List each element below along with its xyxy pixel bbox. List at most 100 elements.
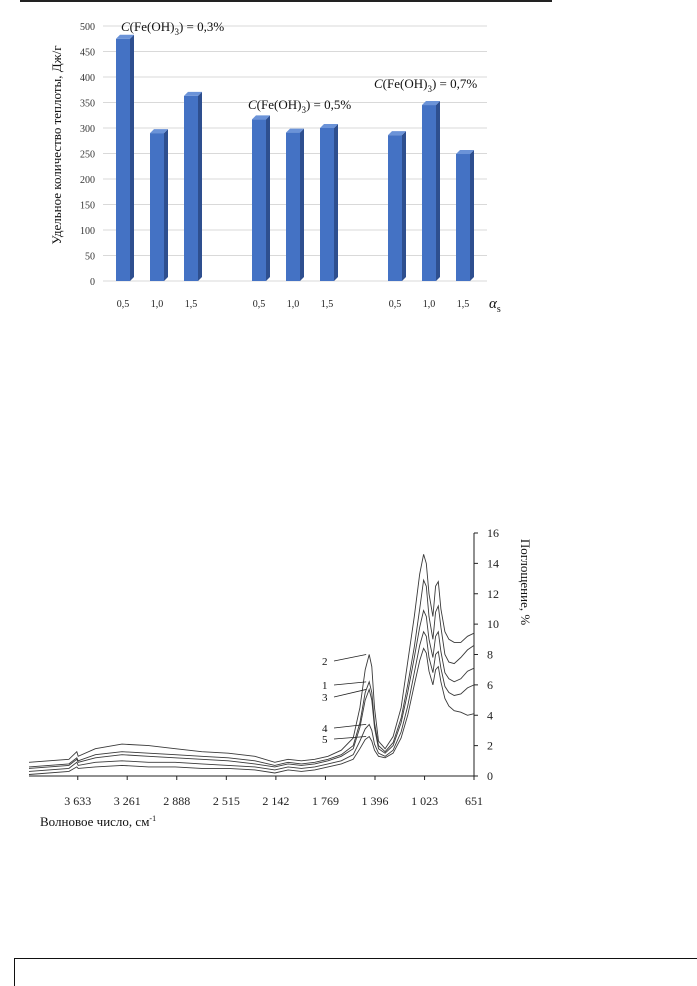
- bar-y-tick-label: 200: [80, 175, 95, 186]
- spectrum-curve-label: 5: [322, 734, 328, 746]
- bar-chart-bars: [116, 34, 474, 282]
- page-top-rule: [20, 0, 552, 2]
- bar: [184, 95, 198, 282]
- bar-x-tick-label: 1,5: [457, 299, 470, 310]
- spectrum-x-tick-label: 2 888: [163, 794, 190, 808]
- spectrum-lines: [28, 554, 475, 775]
- spectrum-line-1: [28, 578, 475, 768]
- bar-y-tick-label: 400: [80, 73, 95, 84]
- bar: [286, 132, 300, 281]
- spectrum-y-tick-label: 16: [487, 526, 499, 540]
- spectrum-y-tick-label: 4: [487, 708, 493, 722]
- spectrum-x-tick-label: 2 142: [262, 794, 289, 808]
- bar-y-tick-label: 500: [80, 22, 95, 33]
- bar-side: [402, 131, 406, 281]
- bar-side: [130, 34, 134, 281]
- spectrum-line-3: [28, 609, 475, 769]
- bar-x-tick-label: 0,5: [117, 299, 130, 310]
- bar-x-tick-label: 1,0: [287, 299, 300, 310]
- bar: [456, 154, 470, 281]
- spectrum-curve-label: 4: [322, 723, 328, 735]
- spectrum-leader-1: [333, 681, 367, 686]
- spectrum-x-tick-label: 1 769: [312, 794, 339, 808]
- bar-x-tick-label: 0,5: [253, 299, 266, 310]
- bar: [150, 133, 164, 281]
- bar-top: [388, 131, 406, 136]
- spectrum-x-tick-label: 2 515: [213, 794, 240, 808]
- bar-top: [184, 91, 202, 96]
- spectrum-curve-labels: 1 2 3 45: [322, 654, 367, 746]
- bar-top: [286, 128, 304, 133]
- spectrum-axes: [29, 533, 475, 777]
- bar-group-label: C(Fe(OH)3) = 0,3%: [121, 19, 224, 37]
- spectrum-x-tick-label: 1 396: [362, 794, 389, 808]
- bar-chart-group-labels: C(Fe(OH)3) = 0,3% C(Fe(OH)3) = 0,5% C(Fe(O…: [121, 19, 477, 115]
- spectrum-curve-label: 1: [322, 680, 328, 692]
- spectrum-y-tick-label: 10: [487, 617, 499, 631]
- spectrum-leader-5: [333, 736, 367, 740]
- bar-top: [252, 115, 270, 120]
- bar-side: [334, 124, 338, 281]
- bar-y-tick-label: 350: [80, 99, 95, 110]
- bar-x-tick-label: 0,5: [389, 299, 402, 310]
- spectrum-x-tick-label: 1 023: [411, 794, 438, 808]
- bar-top: [456, 150, 474, 155]
- bar-x-tick-label: 1,0: [151, 299, 164, 310]
- bar-x-tick-label: 1,5: [321, 299, 334, 310]
- spectrum-y-tick-label: 8: [487, 648, 493, 662]
- spectrum-x-ticks: 3 633 3 261 2 888 2 515 2 142 1 769 1 396 1 023…: [64, 776, 483, 808]
- ir-spectrum-chart: 3 633 3 261 2 888 2 515 2 142 1 769 1 396 1 023…: [28, 526, 533, 829]
- spectrum-y-tick-label: 2: [487, 739, 493, 753]
- spectrum-y-ticks: 0 2 4 6 8 10 12 14 16: [474, 526, 499, 783]
- bar: [388, 135, 402, 281]
- bar-side: [198, 91, 202, 282]
- spectrum-y-tick-label: 14: [487, 556, 499, 570]
- spectrum-y-tick-label: 0: [487, 769, 493, 783]
- footer-tick: [14, 958, 15, 986]
- bar: [422, 105, 436, 281]
- bar: [116, 38, 130, 281]
- bar-group-label: C(Fe(OH)3) = 0,7%: [374, 76, 477, 94]
- bar-top: [150, 129, 168, 134]
- bar-chart-y-ticks: 0 50 100 150 200 250 300 350 400 450 500: [80, 22, 95, 288]
- bar: [320, 128, 334, 281]
- spectrum-x-tick-label: 3 633: [64, 794, 91, 808]
- bar-chart-x-axis-label: αs: [489, 296, 501, 315]
- spectrum-leader-3: [333, 689, 367, 698]
- spectrum-x-tick-label: 651: [465, 794, 483, 808]
- bar-side: [300, 128, 304, 281]
- spectrum-y-axis-label: Поглощение, %: [518, 539, 533, 626]
- bar: [252, 119, 266, 281]
- spectrum-y-tick-label: 6: [487, 678, 493, 692]
- bar-y-tick-label: 450: [80, 48, 95, 59]
- bar-x-tick-label: 1,0: [423, 299, 436, 310]
- spectrum-curve-label: 3: [322, 692, 328, 704]
- bar-side: [436, 101, 440, 281]
- bar-y-tick-label: 50: [85, 252, 95, 263]
- bar-top: [422, 101, 440, 106]
- bar-side: [164, 129, 168, 281]
- footer-rule: [14, 958, 697, 959]
- spectrum-curve-label: 2: [322, 656, 328, 668]
- bar-y-tick-label: 300: [80, 124, 95, 135]
- spectrum-line-5: [28, 647, 475, 775]
- bar-top: [320, 124, 338, 128]
- spectrum-x-tick-label: 3 261: [114, 794, 141, 808]
- bar-chart-y-axis-label: Удельное количество теплоты, Дж/г: [49, 45, 64, 244]
- bar-group-label: C(Fe(OH)3) = 0,5%: [248, 97, 351, 115]
- spectrum-leader-2: [333, 654, 367, 662]
- spectrum-line-2: [28, 554, 475, 763]
- bar-y-tick-label: 150: [80, 201, 95, 212]
- spectrum-y-tick-label: 12: [487, 587, 499, 601]
- bar-y-tick-label: 0: [90, 277, 95, 288]
- spectrum-x-axis-label: Волновое число, см-1: [40, 814, 156, 829]
- bar-top: [116, 34, 134, 39]
- bar-y-tick-label: 100: [80, 226, 95, 237]
- bar-chart: 0 50 100 150 200 250 300 350 400 450 500 0,5 1,0 1,5…: [49, 19, 501, 315]
- bar-y-tick-label: 250: [80, 150, 95, 161]
- spectrum-leader-4: [333, 723, 367, 729]
- bar-side: [470, 150, 474, 281]
- bar-side: [266, 115, 270, 281]
- bar-chart-x-ticks: 0,5 1,0 1,5 0,5 1,0 1,5 0,5 1,0 1,5: [117, 299, 470, 310]
- bar-x-tick-label: 1,5: [185, 299, 198, 310]
